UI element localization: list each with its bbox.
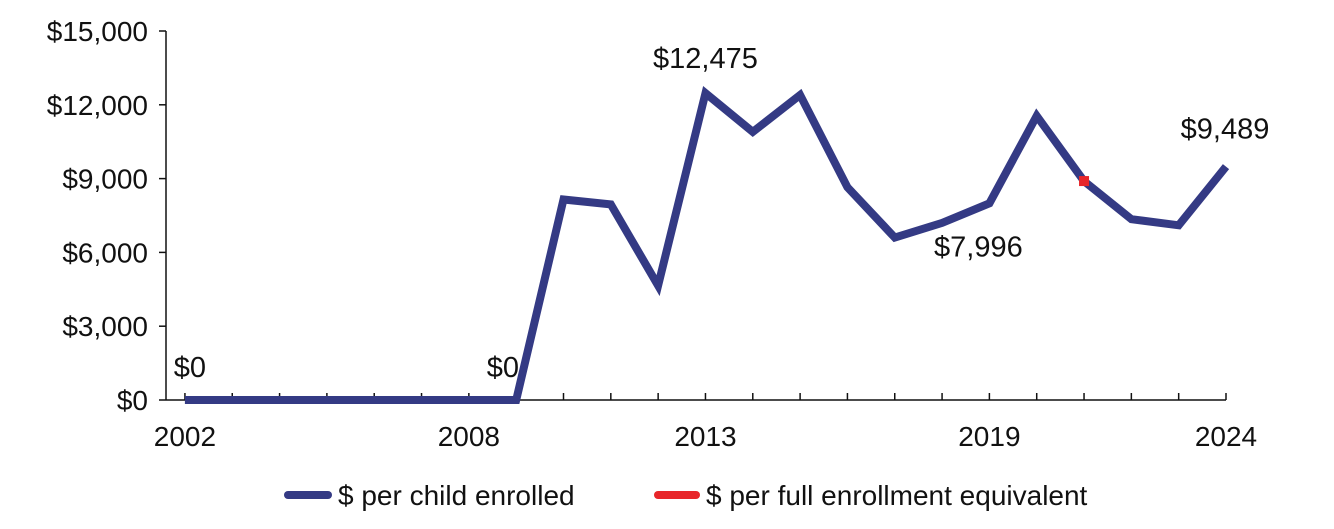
x-tick-label: 2013 xyxy=(674,421,736,452)
axes xyxy=(165,31,1226,401)
series-point-per-full-enrollment-equivalent xyxy=(1079,176,1090,187)
series-layer xyxy=(184,85,1230,404)
annotation-layer: $0 $0 $12,475 $7,996 $9,489 xyxy=(174,43,1270,384)
y-tick-label: $9,000 xyxy=(62,164,148,195)
data-label: $12,475 xyxy=(653,43,758,75)
x-tick-label: 2008 xyxy=(438,421,500,452)
legend-label-per-full-enrollment-equivalent: $ per full enrollment equivalent xyxy=(706,480,1088,511)
data-label: $7,996 xyxy=(934,231,1023,263)
y-tick-label: $15,000 xyxy=(47,16,148,47)
x-tick-label: 2002 xyxy=(154,421,216,452)
y-axis-ticks: $0 $3,000 $6,000 $9,000 $12,000 $15,000 xyxy=(47,16,166,416)
legend: $ per child enrolled $ per full enrollmen… xyxy=(284,480,1088,511)
x-tick-label: 2024 xyxy=(1195,421,1257,452)
data-label: $0 xyxy=(174,352,206,384)
data-label: $0 xyxy=(487,352,519,384)
x-axis-ticks: 2002 2008 2013 2019 2024 xyxy=(154,393,1257,452)
y-tick-label: $3,000 xyxy=(62,311,148,342)
x-tick-label: 2019 xyxy=(958,421,1020,452)
y-tick-label: $6,000 xyxy=(62,237,148,268)
data-label: $9,489 xyxy=(1181,114,1270,146)
series-line-per-child-enrolled xyxy=(184,85,1230,404)
y-tick-label: $0 xyxy=(117,385,148,416)
legend-label-per-child-enrolled: $ per child enrolled xyxy=(338,480,575,511)
y-tick-label: $12,000 xyxy=(47,90,148,121)
